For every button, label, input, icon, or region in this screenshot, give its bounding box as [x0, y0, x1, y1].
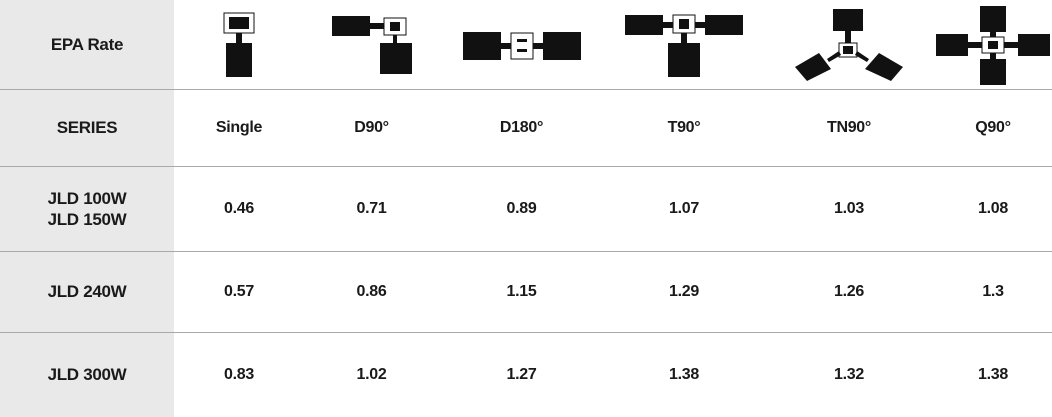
table-row: JLD 240W 0.57 0.86 1.15 1.29 1.26 1.3: [0, 252, 1052, 333]
epa-value-cell: 1.03: [764, 167, 934, 252]
epa-value-cell: 1.32: [764, 333, 934, 417]
series-name: JLD 100W: [0, 188, 174, 209]
header-row: EPA Rate: [0, 0, 1052, 90]
epa-value-cell: 1.3: [934, 252, 1052, 333]
column-header-tn90: TN90°: [764, 90, 934, 167]
epa-value-cell: 0.57: [174, 252, 304, 333]
epa-value-cell: 0.71: [304, 167, 439, 252]
epa-value-cell: 1.08: [934, 167, 1052, 252]
column-header-d90: D90°: [304, 90, 439, 167]
q90-fixture-icon: [934, 0, 1052, 90]
column-header-single: Single: [174, 90, 304, 167]
epa-value-cell: 1.38: [934, 333, 1052, 417]
epa-value-cell: 0.83: [174, 333, 304, 417]
epa-rate-label: EPA Rate: [0, 0, 174, 90]
series-name-cell: JLD 100W JLD 150W: [0, 167, 174, 252]
single-fixture-icon: [174, 0, 304, 90]
t90-fixture-icon: [604, 0, 764, 90]
d90-fixture-icon: [304, 0, 439, 90]
epa-value-cell: 0.46: [174, 167, 304, 252]
series-label: SERIES: [0, 90, 174, 167]
series-name: JLD 150W: [0, 209, 174, 230]
epa-value-cell: 1.27: [439, 333, 604, 417]
epa-value-cell: 0.86: [304, 252, 439, 333]
column-header-d180: D180°: [439, 90, 604, 167]
tn90-fixture-icon: [764, 0, 934, 90]
epa-value-cell: 1.07: [604, 167, 764, 252]
series-name-cell: JLD 240W: [0, 252, 174, 333]
epa-value-cell: 1.29: [604, 252, 764, 333]
column-header-q90: Q90°: [934, 90, 1052, 167]
epa-value-cell: 1.38: [604, 333, 764, 417]
table-row: JLD 300W 0.83 1.02 1.27 1.38 1.32 1.38: [0, 333, 1052, 417]
d180-fixture-icon: [439, 0, 604, 90]
series-name-cell: JLD 300W: [0, 333, 174, 417]
column-header-t90: T90°: [604, 90, 764, 167]
epa-value-cell: 1.26: [764, 252, 934, 333]
epa-value-cell: 0.89: [439, 167, 604, 252]
series-header-row: SERIES Single D90° D180° T90° TN90° Q90°: [0, 90, 1052, 167]
epa-value-cell: 1.15: [439, 252, 604, 333]
table-row: JLD 100W JLD 150W 0.46 0.71 0.89 1.07 1.…: [0, 167, 1052, 252]
epa-value-cell: 1.02: [304, 333, 439, 417]
